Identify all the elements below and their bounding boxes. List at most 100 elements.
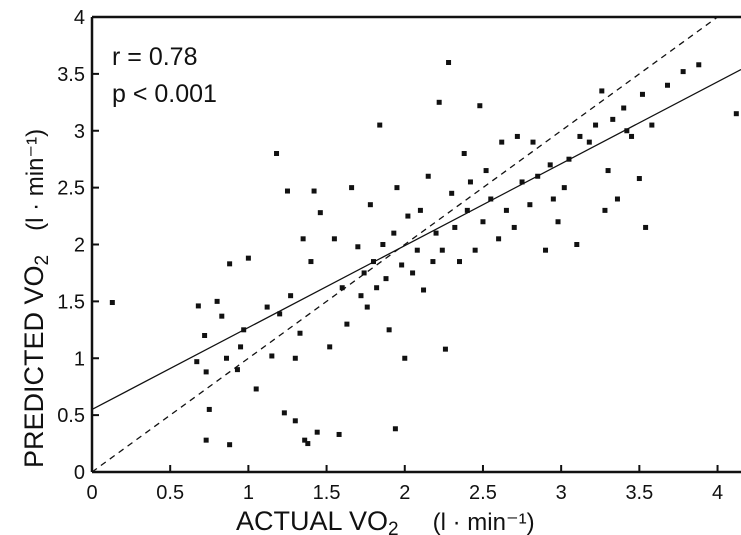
- data-point: [305, 441, 311, 447]
- data-point: [311, 188, 317, 194]
- data-point: [317, 210, 323, 216]
- x-axis-title-main: ACTUAL VO: [236, 506, 388, 535]
- data-point: [477, 103, 483, 109]
- y-tick-label: 3: [74, 121, 85, 143]
- data-point: [503, 207, 509, 213]
- data-point: [519, 179, 525, 185]
- x-tick-label: 2.5: [469, 482, 497, 504]
- data-point: [421, 287, 427, 293]
- data-point: [446, 60, 452, 65]
- data-point: [109, 300, 115, 306]
- data-point: [629, 133, 635, 139]
- data-point: [624, 128, 630, 134]
- y-axis-title: PREDICTED VO2 (l · min⁻¹): [19, 129, 53, 468]
- x-tick-label: 3.5: [625, 482, 653, 504]
- data-point: [339, 285, 345, 291]
- data-point: [547, 162, 553, 168]
- data-point: [194, 359, 200, 365]
- regression-line: [92, 68, 741, 411]
- data-point: [449, 190, 455, 196]
- data-point: [277, 311, 283, 317]
- data-point: [344, 321, 350, 327]
- data-point: [367, 202, 373, 208]
- data-point: [377, 122, 383, 128]
- y-axis-title-main: PREDICTED VO: [19, 265, 49, 468]
- x-axis-ticks: 0 0.5 1 1.5 2 2.5 3 3.5 4: [86, 465, 723, 504]
- x-axis-title-unit: (l · min⁻¹): [433, 509, 535, 535]
- data-point: [206, 406, 212, 412]
- x-tick-label: 4: [712, 482, 723, 504]
- data-point: [223, 355, 229, 361]
- pvalue-annotation: p < 0.001: [112, 80, 217, 108]
- data-point: [203, 369, 209, 375]
- data-point: [488, 196, 494, 202]
- data-point: [499, 139, 505, 145]
- data-point: [297, 330, 303, 336]
- y-axis-title-sub: 2: [32, 255, 53, 266]
- data-point: [543, 247, 549, 253]
- data-point: [349, 185, 355, 191]
- data-point: [599, 88, 605, 94]
- data-point: [214, 298, 220, 304]
- data-point: [238, 344, 244, 350]
- data-point: [227, 442, 233, 448]
- x-axis-title: ACTUAL VO2 (l · min⁻¹): [236, 506, 535, 535]
- data-point: [586, 139, 592, 145]
- data-point: [219, 313, 225, 319]
- y-tick-label: 0: [74, 462, 85, 484]
- data-point: [394, 185, 400, 191]
- data-point: [392, 426, 398, 432]
- data-point: [302, 437, 308, 443]
- data-point: [636, 176, 642, 182]
- data-point: [292, 355, 298, 361]
- data-point: [561, 185, 567, 191]
- data-point: [300, 236, 306, 242]
- y-axis-ticks: 0 0.5 1 1.5 2 2.5 3 3.5 4: [57, 7, 99, 484]
- x-tick-label: 1: [243, 482, 254, 504]
- data-point: [402, 355, 408, 361]
- x-tick-label: 2: [399, 482, 410, 504]
- x-tick-label: 0.5: [156, 482, 184, 504]
- data-point: [639, 91, 645, 97]
- scatter-points: [109, 60, 739, 448]
- data-point: [336, 431, 342, 437]
- data-point: [405, 213, 411, 219]
- data-point: [574, 242, 580, 247]
- data-point: [436, 99, 442, 105]
- data-point: [496, 236, 502, 242]
- y-tick-label: 0.5: [57, 405, 85, 427]
- data-point: [483, 168, 489, 174]
- data-point: [605, 168, 611, 174]
- data-point: [511, 224, 517, 230]
- data-point: [234, 367, 240, 373]
- data-point: [281, 410, 287, 416]
- y-tick-label: 4: [74, 7, 85, 29]
- data-point: [383, 276, 389, 282]
- y-tick-label: 1: [74, 348, 85, 370]
- data-point: [614, 196, 620, 202]
- x-tick-label: 0: [86, 482, 97, 504]
- data-point: [602, 207, 608, 213]
- data-point: [269, 353, 275, 359]
- data-point: [284, 188, 290, 194]
- data-point: [514, 133, 520, 139]
- data-point: [288, 293, 294, 299]
- data-point: [480, 219, 486, 225]
- identity-line: [92, 17, 719, 472]
- data-point: [433, 230, 439, 236]
- data-point: [245, 255, 251, 261]
- data-point: [274, 151, 280, 156]
- data-point: [530, 139, 536, 145]
- data-point: [550, 196, 556, 202]
- x-axis-title-sub: 2: [388, 519, 399, 535]
- data-point: [527, 202, 533, 208]
- data-point: [414, 247, 420, 253]
- y-tick-label: 2: [74, 235, 85, 257]
- data-point: [430, 259, 436, 265]
- data-point: [457, 259, 463, 265]
- data-point: [292, 418, 298, 424]
- data-point: [264, 304, 270, 310]
- data-point: [202, 333, 208, 338]
- data-point: [696, 62, 702, 68]
